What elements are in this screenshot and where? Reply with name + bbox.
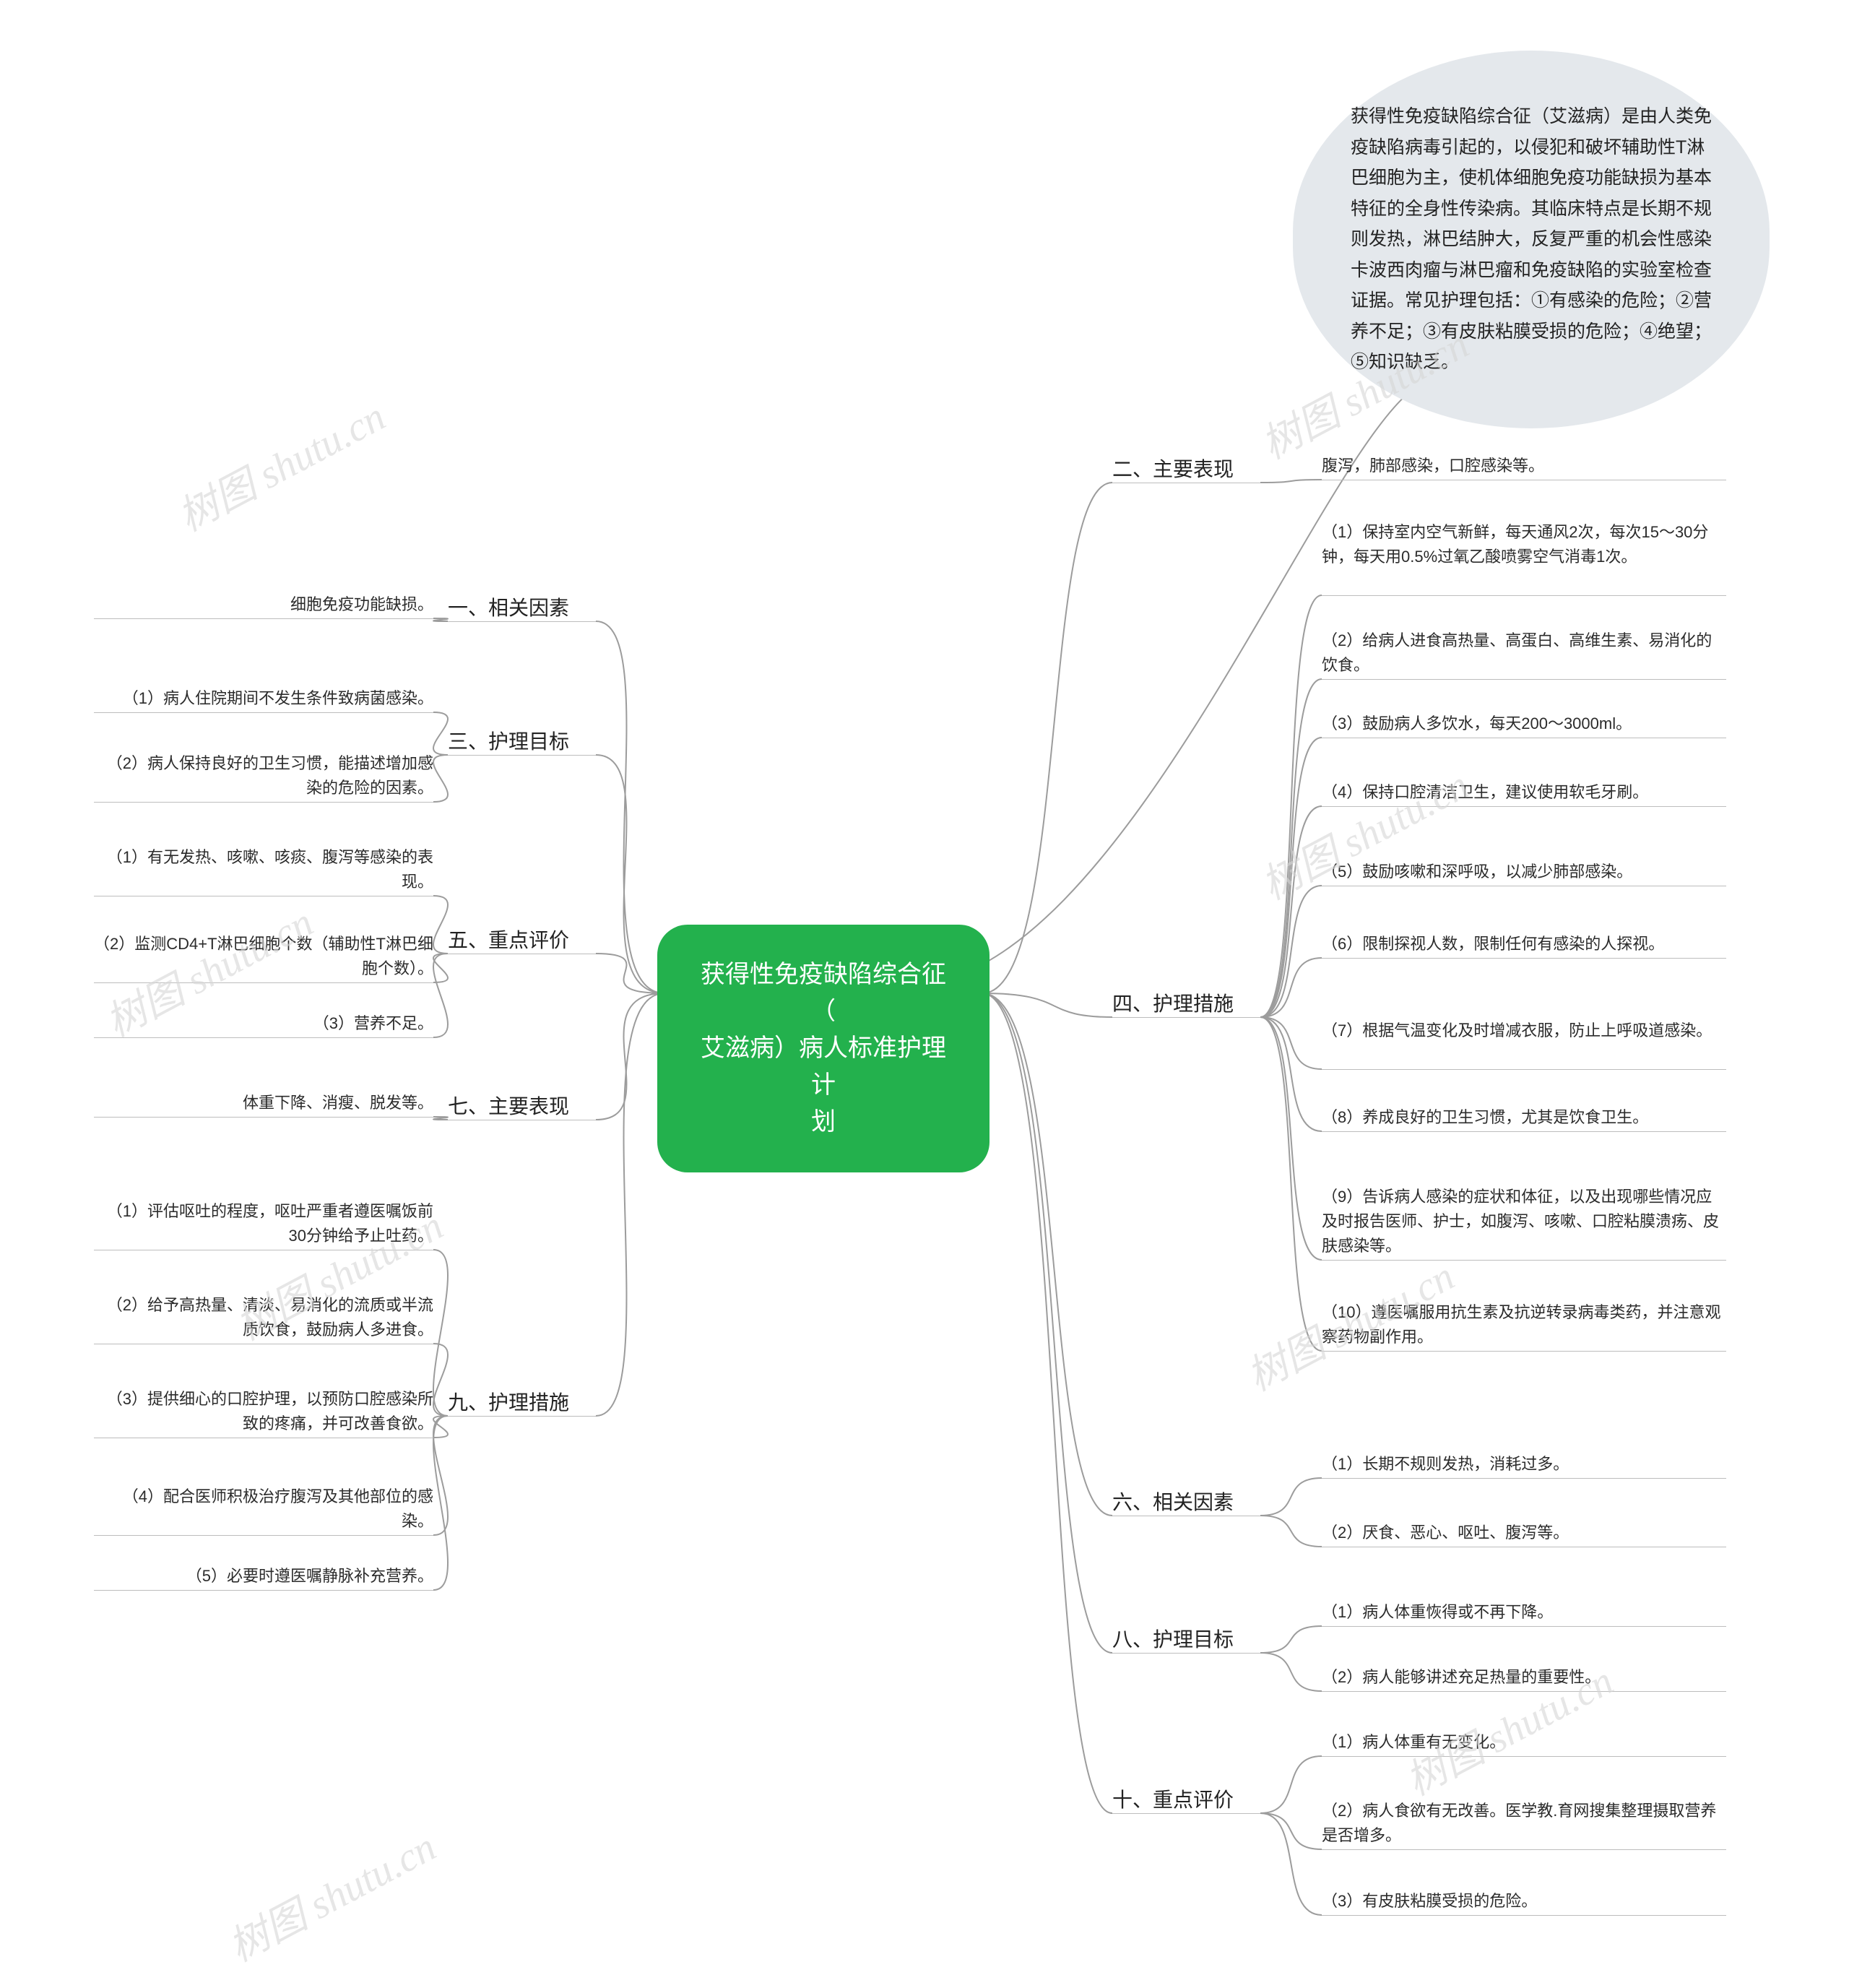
leaf-rule [1322, 679, 1726, 680]
leaf-b6-1: （2）厌食、恶心、呕吐、腹泻等。 [1322, 1521, 1726, 1545]
watermark: 树图 shutu.cn [166, 384, 394, 543]
leaf-rule [1322, 1478, 1726, 1479]
leaf-rule [1322, 1260, 1726, 1261]
branch-rule [1112, 1813, 1260, 1814]
leaf-b4-0: （1）保持室内空气新鲜，每天通风2次，每次15～30分钟，每天用0.5%过氧乙酸… [1322, 520, 1726, 569]
branch-b2: 二、主要表现 [1112, 454, 1234, 483]
branch-rule [448, 1416, 596, 1417]
leaf-rule [94, 1117, 433, 1118]
leaf-rule [1322, 595, 1726, 596]
leaf-b5-1: （2）监测CD4+T淋巴细胞个数（辅助性T淋巴细胞个数）。 [94, 932, 433, 981]
leaf-b2-0: 腹泻，肺部感染，口腔感染等。 [1322, 454, 1726, 478]
leaf-b4-8: （9）告诉病人感染的症状和体征，以及出现哪些情况应及时报告医师、护士，如腹泻、咳… [1322, 1185, 1726, 1258]
branch-b10: 十、重点评价 [1112, 1784, 1234, 1813]
branch-rule [448, 621, 596, 622]
leaf-rule [1322, 958, 1726, 959]
leaf-rule [1322, 1131, 1726, 1132]
branch-b5: 五、重点评价 [448, 925, 569, 954]
leaf-b5-2: （3）营养不足。 [94, 1011, 433, 1036]
branch-rule [1112, 1653, 1260, 1654]
leaf-rule [1322, 806, 1726, 807]
leaf-rule [1322, 1069, 1726, 1070]
leaf-rule [1322, 1849, 1726, 1850]
leaf-rule [1322, 1351, 1726, 1352]
leaf-b1-0: 细胞免疫功能缺损。 [94, 592, 433, 617]
leaf-rule [1322, 1626, 1726, 1627]
leaf-rule [94, 802, 433, 803]
leaf-b4-7: （8）养成良好的卫生习惯，尤其是饮食卫生。 [1322, 1105, 1726, 1130]
leaf-b4-9: （10）遵医嘱服用抗生素及抗逆转录病毒类药，并注意观察药物副作用。 [1322, 1300, 1726, 1349]
leaf-b7-0: 体重下降、消瘦、脱发等。 [94, 1091, 433, 1115]
leaf-b4-1: （2）给病人进食高热量、高蛋白、高维生素、易消化的饮食。 [1322, 628, 1726, 678]
leaf-rule [94, 1590, 433, 1591]
leaf-b6-0: （1）长期不规则发热，消耗过多。 [1322, 1452, 1726, 1477]
watermark: 树图 shutu.cn [1250, 753, 1477, 911]
leaf-rule [94, 982, 433, 983]
leaf-b4-6: （7）根据气温变化及时增减衣服，防止上呼吸道感染。 [1322, 1019, 1726, 1043]
leaf-rule [94, 618, 433, 619]
leaf-b4-4: （5）鼓励咳嗽和深呼吸，以减少肺部感染。 [1322, 860, 1726, 884]
leaf-b4-2: （3）鼓励病人多饮水，每天200～3000ml。 [1322, 712, 1726, 736]
leaf-b8-1: （2）病人能够讲述充足热量的重要性。 [1322, 1665, 1726, 1690]
leaf-b3-1: （2）病人保持良好的卫生习惯，能描述增加感染的危险的因素。 [94, 751, 433, 800]
branch-b8: 八、护理目标 [1112, 1624, 1234, 1653]
leaf-b5-0: （1）有无发热、咳嗽、咳痰、腹泻等感染的表现。 [94, 845, 433, 894]
branch-rule [1112, 1017, 1260, 1018]
intro-bubble: 获得性免疫缺陷综合征（艾滋病）是由人类免疫缺陷病毒引起的，以侵犯和破坏辅助性T淋… [1293, 51, 1770, 428]
leaf-b10-1: （2）病人食欲有无改善。医学教.育网搜集整理摄取营养是否增多。 [1322, 1799, 1726, 1848]
leaf-rule [1322, 1756, 1726, 1757]
leaf-b4-3: （4）保持口腔清洁卫生，建议使用软毛牙刷。 [1322, 780, 1726, 805]
branch-rule [448, 755, 596, 756]
leaf-rule [1322, 1915, 1726, 1916]
leaf-b9-2: （3）提供细心的口腔护理，以预防口腔感染所致的疼痛，并可改善食欲。 [94, 1387, 433, 1436]
leaf-rule [94, 1037, 433, 1038]
leaf-b8-0: （1）病人体重恢得或不再下降。 [1322, 1600, 1726, 1625]
branch-b3: 三、护理目标 [448, 726, 569, 755]
leaf-b9-1: （2）给予高热量、清淡、易消化的流质或半流质饮食，鼓励病人多进食。 [94, 1293, 433, 1342]
leaf-b9-3: （4）配合医师积极治疗腹泻及其他部位的感染。 [94, 1484, 433, 1534]
watermark: 树图 shutu.cn [217, 1815, 444, 1973]
leaf-b10-2: （3）有皮肤粘膜受损的危险。 [1322, 1889, 1726, 1914]
branch-b1: 一、相关因素 [448, 592, 569, 621]
leaf-rule [94, 712, 433, 713]
branch-b4: 四、护理措施 [1112, 988, 1234, 1017]
leaf-b9-0: （1）评估呕吐的程度，呕吐严重者遵医嘱饭前30分钟给予止吐药。 [94, 1199, 433, 1248]
leaf-rule [1322, 1691, 1726, 1692]
center-label: 获得性免疫缺陷综合征（艾滋病）病人标准护理计划 [701, 961, 946, 1136]
leaf-b3-0: （1）病人住院期间不发生条件致病菌感染。 [94, 686, 433, 711]
branch-b6: 六、相关因素 [1112, 1487, 1234, 1516]
leaf-b9-4: （5）必要时遵医嘱静脉补充营养。 [94, 1564, 433, 1589]
center-node: 获得性免疫缺陷综合征（艾滋病）病人标准护理计划 [657, 925, 990, 1172]
leaf-b4-5: （6）限制探视人数，限制任何有感染的人探视。 [1322, 932, 1726, 956]
leaf-b10-0: （1）病人体重有无变化。 [1322, 1730, 1726, 1755]
branch-b9: 九、护理措施 [448, 1387, 569, 1416]
leaf-rule [94, 1535, 433, 1536]
branch-b7: 七、主要表现 [448, 1091, 569, 1120]
